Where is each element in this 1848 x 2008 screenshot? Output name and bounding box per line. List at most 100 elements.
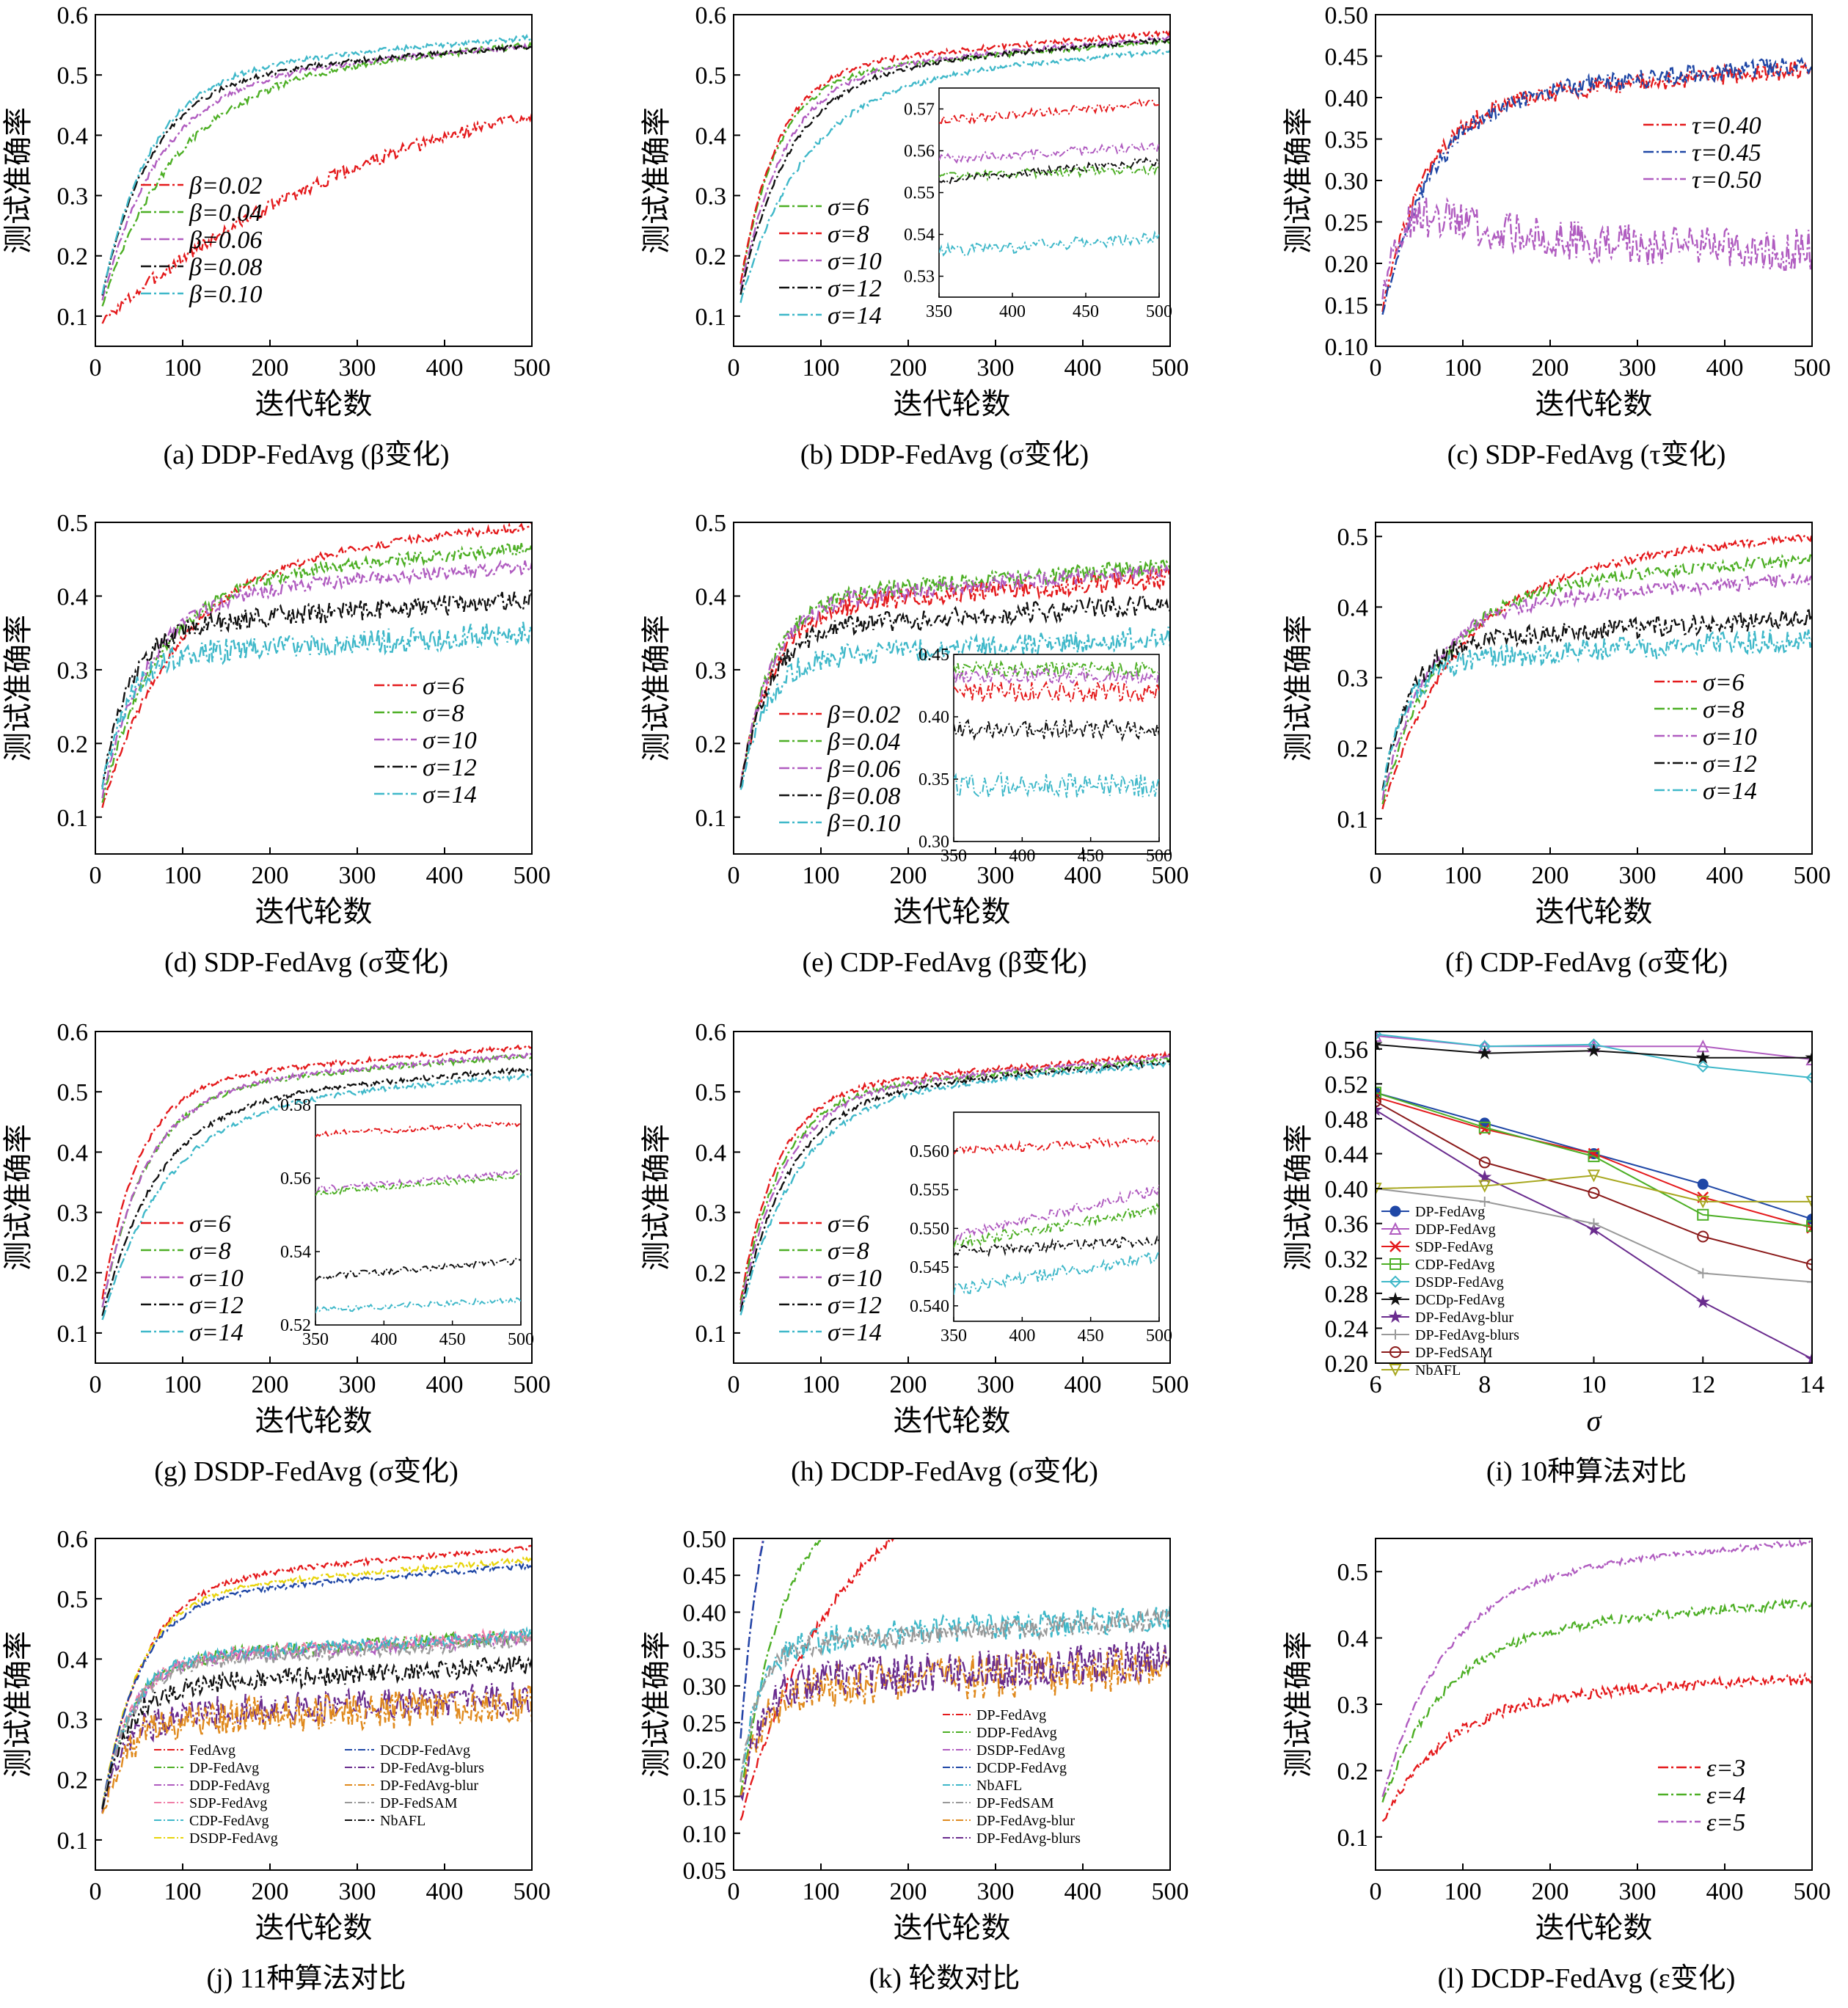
y-tick-label: 0.48 bbox=[1325, 1106, 1369, 1133]
x-tick-label: 500 bbox=[1152, 862, 1189, 889]
panel-j: 0 100 200 300 400 500 0.1 0.2 0.3 0.4 0.5 0.6 迭代轮数 测试… bbox=[1, 1526, 551, 1994]
inset-frame bbox=[953, 654, 1160, 842]
series-marker bbox=[1588, 1147, 1600, 1160]
y-tick-label: 0.1 bbox=[695, 304, 727, 331]
x-tick-label: 400 bbox=[1064, 862, 1102, 889]
legend-label: σ=14 bbox=[828, 302, 882, 329]
series-line bbox=[739, 627, 1170, 790]
inset-y-tick-label: 0.52 bbox=[280, 1316, 311, 1335]
series-line bbox=[101, 34, 532, 295]
inset-series-line bbox=[315, 1121, 521, 1138]
y-axis: 0.05 0.10 0.15 0.20 0.25 0.30 0.35 0.40 0.45 0.50 bbox=[683, 1526, 740, 1885]
x-tick-label: 0 bbox=[1370, 862, 1382, 889]
panel-a: 0 100 200 300 400 500 0.1 0.2 0.3 0.4 0.5 0.6 迭代轮数 测试… bbox=[1, 2, 551, 470]
x-tick-label: 300 bbox=[1619, 354, 1657, 381]
inset-series-line bbox=[954, 1235, 1159, 1257]
y-tick-label: 0.5 bbox=[695, 510, 727, 537]
series-line bbox=[101, 1655, 532, 1810]
y-tick-label: 0.1 bbox=[695, 1321, 727, 1348]
legend-label: σ=6 bbox=[1703, 669, 1745, 696]
legend: ε=3ε=4ε=5 bbox=[1658, 1755, 1745, 1836]
x-axis-label: 迭代轮数 bbox=[255, 387, 373, 420]
inset-chart: 350 400 450 500 0.30 0.35 0.40 0.45 bbox=[918, 646, 1172, 866]
series-marker bbox=[1697, 1230, 1709, 1243]
series-marker bbox=[1588, 1187, 1600, 1200]
inset-series-line bbox=[954, 679, 1159, 704]
y-tick-label: 0.5 bbox=[1337, 524, 1369, 551]
series-marker bbox=[1695, 1294, 1710, 1308]
y-tick-label: 0.5 bbox=[695, 1079, 727, 1106]
x-tick-label: 0 bbox=[1370, 354, 1382, 381]
series-line bbox=[101, 1544, 532, 1809]
inset-y-tick-label: 0.545 bbox=[910, 1258, 949, 1277]
legend-label: ε=5 bbox=[1706, 1809, 1745, 1836]
y-axis: 0.1 0.2 0.3 0.4 0.5 0.6 bbox=[695, 2, 740, 331]
series-group bbox=[739, 559, 1170, 790]
y-tick-label: 0.45 bbox=[1325, 44, 1369, 71]
panel-caption: (e) CDP-FedAvg (β变化) bbox=[802, 947, 1086, 978]
series-marker bbox=[1695, 1050, 1710, 1064]
series-line bbox=[1381, 629, 1812, 791]
inset-chart: 350 400 450 500 0.52 0.54 0.56 0.58 bbox=[280, 1096, 534, 1349]
series-marker bbox=[1478, 1121, 1491, 1133]
inset-series-line bbox=[954, 772, 1159, 798]
y-axis-label: 测试准确率 bbox=[1, 615, 34, 762]
series-group bbox=[101, 1044, 532, 1321]
inset-x-tick-label: 400 bbox=[1009, 847, 1035, 866]
inset-series-line bbox=[954, 1249, 1159, 1295]
y-axis: 0.1 0.2 0.3 0.4 0.5 bbox=[1337, 524, 1382, 833]
inset-x-tick-label: 500 bbox=[1146, 847, 1172, 866]
y-tick-label: 0.25 bbox=[683, 1710, 727, 1737]
x-tick-label: 500 bbox=[514, 1878, 551, 1905]
y-tick-label: 0.20 bbox=[683, 1747, 727, 1774]
series-line bbox=[1376, 1092, 1812, 1227]
x-tick-label: 200 bbox=[252, 1878, 289, 1905]
inset-y-tick-label: 0.555 bbox=[910, 1181, 949, 1200]
legend-label: σ=10 bbox=[828, 1265, 882, 1292]
inset-chart: 350 400 450 500 0.53 0.54 0.55 0.56 0.57 bbox=[904, 87, 1172, 321]
inset-series-line bbox=[939, 142, 1159, 164]
series-marker bbox=[1388, 1291, 1403, 1306]
x-axis: 0 100 200 300 400 500 bbox=[90, 1357, 551, 1398]
legend-label: σ=10 bbox=[1703, 723, 1757, 751]
x-tick-label: 200 bbox=[890, 862, 927, 889]
panel-i: 6 8 10 12 14 0.20 0.24 0.28 0.32 0.36 0.40 0.44 0.48… bbox=[1282, 1031, 1825, 1487]
series-group bbox=[101, 1544, 532, 1814]
y-tick-label: 0.3 bbox=[1337, 1692, 1369, 1719]
x-axis: 0 100 200 300 400 500 bbox=[90, 1863, 551, 1905]
y-tick-label: 0.10 bbox=[683, 1821, 727, 1848]
inset-x-tick-label: 350 bbox=[941, 1326, 967, 1346]
inset-x-tick-label: 400 bbox=[370, 1330, 397, 1349]
legend-label: σ=6 bbox=[828, 194, 869, 221]
legend-label: σ=12 bbox=[189, 1292, 244, 1319]
legend: σ=6σ=8σ=10σ=12σ=14 bbox=[141, 1211, 244, 1346]
legend-label: β=0.04 bbox=[189, 200, 262, 227]
panel-b: 0 100 200 300 400 500 0.1 0.2 0.3 0.4 0.5 0.6 迭代轮数 测试… bbox=[640, 2, 1189, 470]
series-marker bbox=[1587, 1169, 1601, 1183]
series-line bbox=[739, 35, 1170, 291]
inset-series-line bbox=[315, 1296, 521, 1314]
legend-label: DP-FedAvg bbox=[189, 1760, 259, 1776]
series-line bbox=[101, 559, 532, 799]
legend-label: SDP-FedAvg bbox=[1415, 1239, 1493, 1255]
inset-x-tick-label: 400 bbox=[1009, 1326, 1035, 1346]
legend: τ=0.40τ=0.45τ=0.50 bbox=[1643, 112, 1761, 194]
y-tick-label: 0.3 bbox=[695, 183, 727, 211]
inset-x-tick-label: 450 bbox=[1078, 847, 1104, 866]
series-group bbox=[739, 30, 1170, 303]
series-line bbox=[739, 559, 1170, 786]
x-tick-label: 500 bbox=[1152, 1878, 1189, 1905]
legend-label: σ=14 bbox=[189, 1319, 244, 1346]
series-group bbox=[739, 1538, 1170, 1821]
y-tick-label: 0.3 bbox=[57, 183, 89, 211]
x-axis: 0 100 200 300 400 500 bbox=[728, 1863, 1189, 1905]
series-line bbox=[101, 42, 532, 301]
series-line bbox=[739, 1607, 1170, 1783]
y-tick-label: 0.4 bbox=[57, 1139, 89, 1167]
y-axis: 0.1 0.2 0.3 0.4 0.5 bbox=[57, 510, 102, 832]
inset-y-tick-label: 0.45 bbox=[918, 646, 949, 665]
y-axis-label: 测试准确率 bbox=[1, 1124, 34, 1271]
y-axis-label: 测试准确率 bbox=[640, 1631, 673, 1778]
y-tick-label: 0.40 bbox=[683, 1599, 727, 1627]
y-tick-label: 0.35 bbox=[1325, 127, 1369, 154]
